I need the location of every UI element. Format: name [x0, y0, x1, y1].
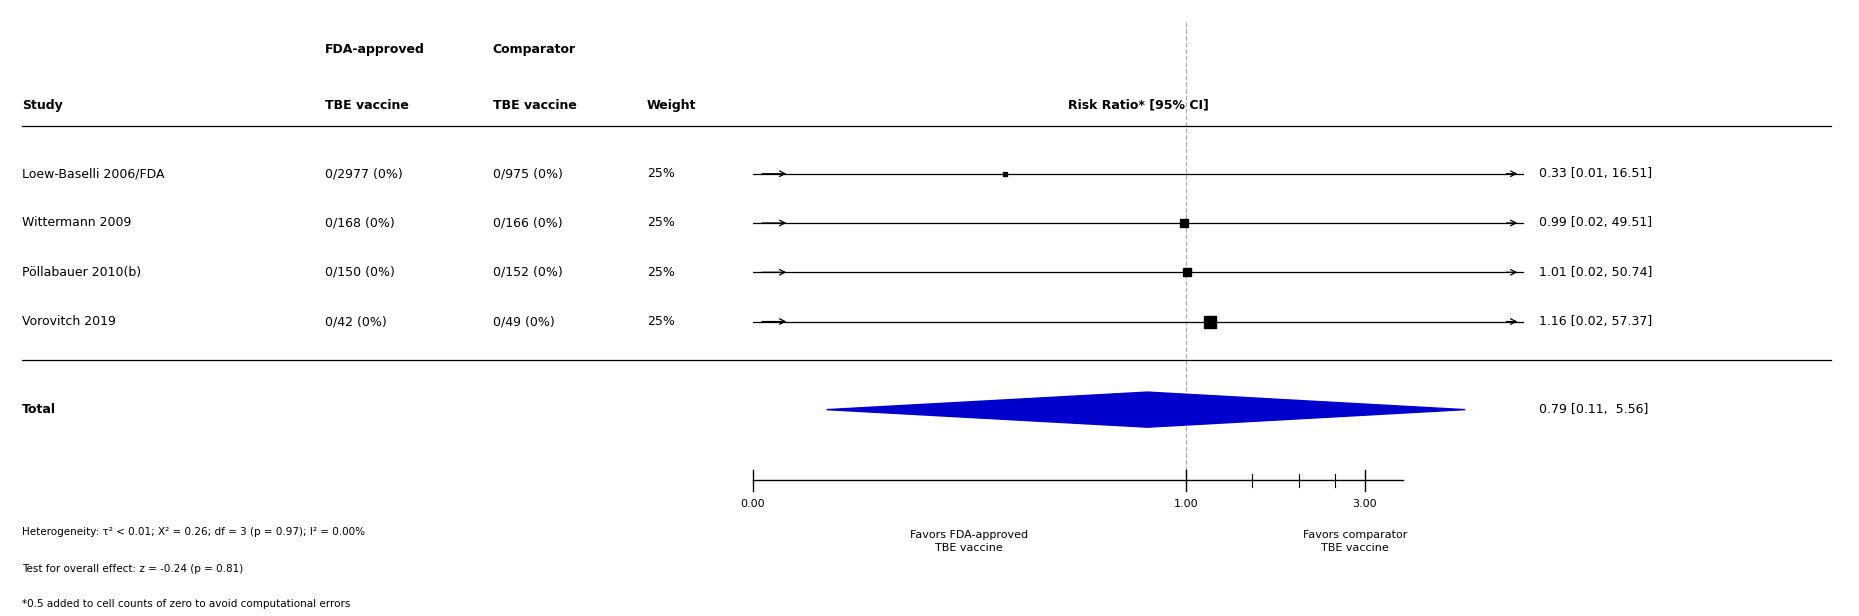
Text: Favors FDA-approved
TBE vaccine: Favors FDA-approved TBE vaccine	[911, 530, 1028, 553]
Text: 25%: 25%	[647, 216, 675, 230]
Text: 25%: 25%	[647, 265, 675, 279]
Text: *0.5 added to cell counts of zero to avoid computational errors: *0.5 added to cell counts of zero to avo…	[22, 599, 351, 609]
Text: 1.01 [0.02, 50.74]: 1.01 [0.02, 50.74]	[1539, 265, 1653, 279]
Text: 0.00: 0.00	[740, 499, 766, 509]
Text: 0/150 (0%): 0/150 (0%)	[325, 265, 396, 279]
Text: Favors comparator
TBE vaccine: Favors comparator TBE vaccine	[1303, 530, 1407, 553]
Text: Heterogeneity: τ² < 0.01; X² = 0.26; df = 3 (p = 0.97); I² = 0.00%: Heterogeneity: τ² < 0.01; X² = 0.26; df …	[22, 527, 366, 537]
Text: 0/49 (0%): 0/49 (0%)	[493, 315, 554, 328]
Text: 0.79 [0.11,  5.56]: 0.79 [0.11, 5.56]	[1539, 403, 1649, 416]
Text: Pöllabauer 2010(b): Pöllabauer 2010(b)	[22, 265, 141, 279]
Polygon shape	[827, 392, 1465, 428]
Text: 0/166 (0%): 0/166 (0%)	[493, 216, 561, 230]
Text: 1.00: 1.00	[1173, 499, 1199, 509]
Text: 0/152 (0%): 0/152 (0%)	[493, 265, 563, 279]
Text: Comparator: Comparator	[493, 43, 576, 56]
Text: 3.00: 3.00	[1351, 499, 1378, 509]
Text: Weight: Weight	[647, 99, 697, 111]
Text: TBE vaccine: TBE vaccine	[493, 99, 576, 111]
Text: Total: Total	[22, 403, 56, 416]
Text: Risk Ratio* [95% CI]: Risk Ratio* [95% CI]	[1069, 99, 1208, 111]
Text: Loew-Baselli 2006/FDA: Loew-Baselli 2006/FDA	[22, 167, 165, 180]
Text: 0.99 [0.02, 49.51]: 0.99 [0.02, 49.51]	[1539, 216, 1653, 230]
Text: Test for overall effect: z = -0.24 (p = 0.81): Test for overall effect: z = -0.24 (p = …	[22, 564, 244, 573]
Text: Vorovitch 2019: Vorovitch 2019	[22, 315, 115, 328]
Text: 0/168 (0%): 0/168 (0%)	[325, 216, 396, 230]
Text: 0/2977 (0%): 0/2977 (0%)	[325, 167, 403, 180]
Text: 1.16 [0.02, 57.37]: 1.16 [0.02, 57.37]	[1539, 315, 1653, 328]
Text: Wittermann 2009: Wittermann 2009	[22, 216, 132, 230]
Text: Study: Study	[22, 99, 63, 111]
Text: 25%: 25%	[647, 315, 675, 328]
Text: TBE vaccine: TBE vaccine	[325, 99, 409, 111]
Text: 0.33 [0.01, 16.51]: 0.33 [0.01, 16.51]	[1539, 167, 1653, 180]
Text: 0/975 (0%): 0/975 (0%)	[493, 167, 563, 180]
Text: FDA-approved: FDA-approved	[325, 43, 426, 56]
Text: 25%: 25%	[647, 167, 675, 180]
Text: 0/42 (0%): 0/42 (0%)	[325, 315, 387, 328]
